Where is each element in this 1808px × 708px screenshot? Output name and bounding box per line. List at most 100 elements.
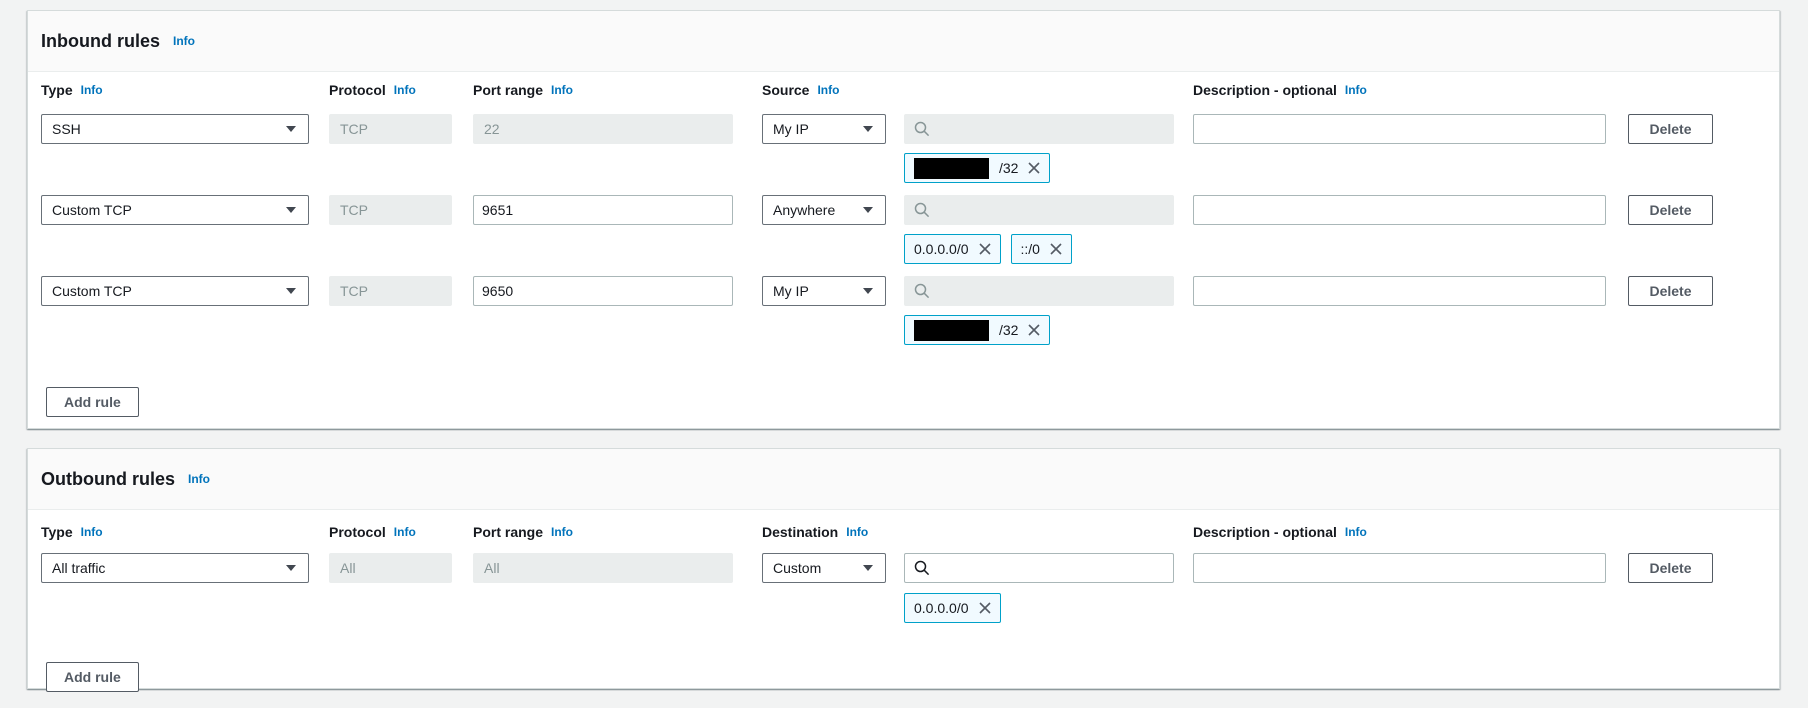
info-link[interactable]: Info — [393, 525, 416, 539]
protocol-field: TCP — [329, 114, 452, 144]
cidr-tag-label: 0.0.0.0/0 — [914, 600, 969, 616]
description-input[interactable] — [1193, 195, 1606, 225]
cidr-tag-label: /32 — [999, 322, 1019, 338]
search-icon — [914, 121, 930, 137]
rule-fields: All traffic All All Custom Delete — [41, 553, 1766, 583]
type-select[interactable]: Custom TCP — [41, 195, 309, 225]
rules-list: SSH TCP 22 My IP Delete/32 Custom TCP TCP Anywh… — [41, 114, 1766, 346]
info-link[interactable]: Info — [551, 525, 574, 539]
column-header-port: Port range Info — [473, 524, 733, 540]
info-link[interactable]: Info — [817, 83, 840, 97]
column-header-type: Type Info — [41, 82, 309, 98]
port-range-input[interactable] — [473, 276, 733, 306]
column-header-desc: Description - optional Info — [1193, 524, 1606, 540]
source-search-input — [904, 114, 1174, 144]
column-label: Type — [41, 82, 73, 98]
column-header-desc: Description - optional Info — [1193, 82, 1606, 98]
remove-tag-icon[interactable] — [1050, 243, 1062, 255]
search-icon — [914, 202, 930, 218]
source-select[interactable]: Anywhere — [762, 195, 886, 225]
add-rule-button[interactable]: Add rule — [46, 662, 139, 692]
column-header-scope: Destination Info — [762, 524, 886, 540]
remove-tag-icon[interactable] — [978, 243, 991, 255]
column-label: Port range — [473, 82, 544, 98]
source-select-value: My IP — [773, 283, 809, 299]
cidr-tag-label: 0.0.0.0/0 — [914, 241, 969, 257]
cidr-tag-label: ::/0 — [1020, 241, 1040, 257]
info-link[interactable]: Info — [173, 34, 195, 48]
info-link[interactable]: Info — [551, 83, 574, 97]
type-select[interactable]: All traffic — [41, 553, 309, 583]
description-input[interactable] — [1193, 553, 1606, 583]
redacted-ip — [914, 319, 989, 341]
info-link[interactable]: Info — [846, 525, 869, 539]
chevron-down-icon — [863, 288, 873, 294]
cidr-tag: 0.0.0.0/0 — [904, 234, 1001, 264]
inbound-card-body: Type Info Protocol Info Port range Info Source… — [28, 72, 1779, 417]
source-select[interactable]: My IP — [762, 114, 886, 144]
column-header-scope: Source Info — [762, 82, 886, 98]
outbound-card-body: Type Info Protocol Info Port range Info Destin… — [28, 510, 1779, 692]
type-select-value: Custom TCP — [52, 283, 132, 299]
source-select[interactable]: My IP — [762, 276, 886, 306]
section-title: Outbound rules — [41, 468, 175, 489]
search-icon — [914, 560, 930, 576]
remove-tag-icon[interactable] — [978, 602, 991, 614]
cidr-tag-row: 0.0.0.0/0 — [904, 593, 1766, 623]
delete-button[interactable]: Delete — [1628, 195, 1713, 225]
type-select-value: All traffic — [52, 560, 106, 576]
column-label: Protocol — [329, 524, 386, 540]
source-select-value: My IP — [773, 121, 809, 137]
description-input[interactable] — [1193, 276, 1606, 306]
type-select-value: Custom TCP — [52, 202, 132, 218]
cidr-tag: ::/0 — [1010, 234, 1072, 264]
add-rule-button[interactable]: Add rule — [46, 387, 139, 417]
redacted-ip — [914, 157, 989, 179]
port-range-field: 22 — [473, 114, 733, 144]
type-select[interactable]: Custom TCP — [41, 276, 309, 306]
remove-tag-icon[interactable] — [1028, 162, 1041, 174]
column-header-port: Port range Info — [473, 82, 733, 98]
source-search-input — [904, 195, 1174, 225]
column-headers: Type Info Protocol Info Port range Info Destin… — [41, 524, 1766, 540]
type-select[interactable]: SSH — [41, 114, 309, 144]
inbound-rules-card: Inbound rules Info Type Info Protocol Info P… — [27, 10, 1780, 429]
info-link[interactable]: Info — [188, 472, 210, 486]
info-link[interactable]: Info — [393, 83, 416, 97]
delete-button[interactable]: Delete — [1628, 276, 1713, 306]
outbound-card-header: Outbound rules Info — [28, 449, 1779, 510]
section-title: Inbound rules — [41, 30, 160, 51]
rule-fields: Custom TCP TCP Anywhere Delete — [41, 195, 1766, 225]
info-link[interactable]: Info — [80, 525, 103, 539]
protocol-field: TCP — [329, 195, 452, 225]
destination-search-input[interactable] — [904, 553, 1174, 583]
info-link[interactable]: Info — [80, 83, 103, 97]
chevron-down-icon — [863, 207, 873, 213]
rule-row: SSH TCP 22 My IP Delete/32 — [41, 114, 1766, 184]
protocol-field: TCP — [329, 276, 452, 306]
delete-button[interactable]: Delete — [1628, 114, 1713, 144]
cidr-tag: 0.0.0.0/0 — [904, 593, 1001, 623]
chevron-down-icon — [286, 288, 296, 294]
delete-button[interactable]: Delete — [1628, 553, 1713, 583]
description-input[interactable] — [1193, 114, 1606, 144]
column-label: Protocol — [329, 82, 386, 98]
outbound-rules-card: Outbound rules Info Type Info Protocol Info… — [27, 448, 1780, 692]
remove-tag-icon[interactable] — [1028, 324, 1041, 336]
inbound-card-header: Inbound rules Info — [28, 11, 1779, 72]
rule-fields: Custom TCP TCP My IP Delete — [41, 276, 1766, 306]
chevron-down-icon — [286, 565, 296, 571]
type-select-value: SSH — [52, 121, 81, 137]
port-range-input[interactable] — [473, 195, 733, 225]
destination-select[interactable]: Custom — [762, 553, 886, 583]
column-label: Description - optional — [1193, 524, 1337, 540]
cidr-tag: /32 — [904, 153, 1051, 183]
column-header-protocol: Protocol Info — [329, 524, 452, 540]
source-search-input — [904, 276, 1174, 306]
column-label: Description - optional — [1193, 82, 1337, 98]
rule-row: Custom TCP TCP My IP Delete/32 — [41, 276, 1766, 346]
info-link[interactable]: Info — [1344, 83, 1367, 97]
info-link[interactable]: Info — [1344, 525, 1367, 539]
destination-select-value: Custom — [773, 560, 822, 576]
